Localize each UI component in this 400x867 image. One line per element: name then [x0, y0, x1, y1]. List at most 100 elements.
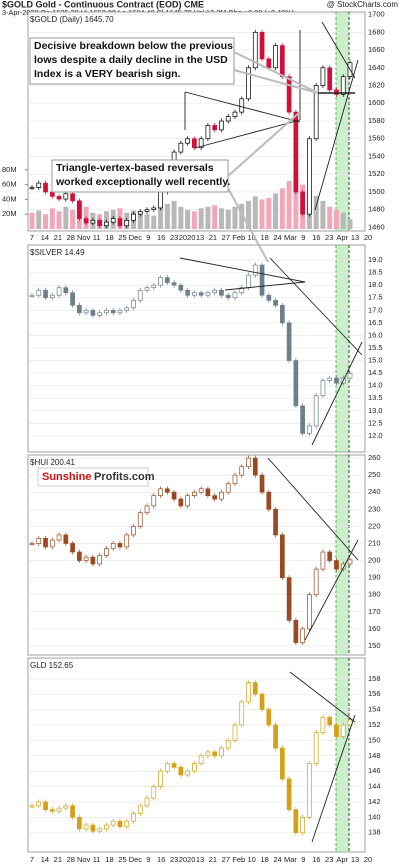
volume-bar	[63, 206, 69, 229]
candle-body	[36, 801, 42, 807]
x-tick-label: 27	[222, 233, 230, 242]
volume-bar	[70, 209, 76, 229]
volume-bar	[225, 209, 231, 229]
candle-body	[90, 824, 96, 832]
y-tick-label: 13.0	[368, 406, 383, 415]
annotation-arrow	[233, 51, 319, 94]
volume-bar	[333, 209, 339, 229]
candle-body	[49, 539, 55, 548]
candle-body	[252, 682, 258, 695]
x-tick-label: Feb	[232, 855, 245, 864]
candle-body	[313, 395, 319, 427]
y-tick-label: 17.0	[368, 305, 383, 314]
candle-body	[104, 548, 109, 556]
y-tick-label: 200	[368, 556, 381, 565]
volume-bar	[347, 219, 353, 229]
x-tick-label: 11	[93, 233, 101, 242]
candle-body	[124, 220, 130, 227]
x-tick-label: Apr	[336, 233, 348, 242]
x-tick-label: Nov	[77, 855, 91, 864]
candle-body	[124, 307, 130, 311]
candle-body	[43, 537, 48, 548]
y-tick-label: 15.5	[368, 343, 383, 352]
y-tick-label: 1700	[368, 10, 385, 19]
x-tick-label: 23	[170, 855, 178, 864]
candle-body	[320, 716, 326, 734]
candle-body	[300, 405, 305, 434]
x-tick-label: Nov	[77, 233, 91, 242]
x-tick-label: 11	[93, 855, 101, 864]
candle-body	[63, 805, 69, 809]
candle-body	[313, 85, 319, 140]
y-tick-label: 138	[368, 828, 381, 837]
x-tick-label: 10	[248, 233, 256, 242]
volume-bar	[212, 205, 218, 229]
candle-body	[340, 724, 346, 737]
legend: $HUI 200.41	[30, 458, 75, 467]
candle-body	[266, 491, 272, 510]
candle-body	[205, 488, 211, 496]
trend-line	[269, 257, 363, 356]
candle-body	[192, 491, 197, 496]
candle-body	[219, 120, 224, 131]
candle-body	[117, 309, 123, 314]
candle-body	[49, 809, 55, 812]
x-tick-label: Dec	[129, 233, 143, 242]
candle-body	[56, 196, 62, 200]
y-tick-label: 19.0	[368, 255, 383, 264]
y-tick-label: 17.5	[368, 293, 383, 302]
candle-body	[36, 182, 42, 188]
candle-body	[212, 125, 218, 131]
panel-frame	[27, 657, 366, 853]
candle-body	[327, 377, 333, 382]
volume-bar	[178, 206, 184, 229]
volume-bar	[286, 180, 292, 229]
candle-body	[293, 809, 299, 834]
y-tick-label: 14.0	[368, 381, 383, 390]
candle-body	[232, 724, 238, 741]
candle-body	[83, 824, 89, 830]
candle-body	[178, 766, 184, 776]
volume-bar	[29, 212, 35, 229]
volume-bar	[279, 188, 285, 229]
candle-body	[43, 801, 48, 811]
candle-body	[259, 31, 265, 60]
candle-body	[273, 299, 278, 306]
volume-bar	[164, 203, 170, 229]
candle-body	[205, 751, 211, 757]
candle-body	[29, 543, 35, 546]
y-tick-label: 140	[368, 812, 381, 821]
volume-bar	[232, 206, 238, 229]
candle-body	[97, 312, 103, 316]
volume-bar	[205, 206, 211, 229]
candle-body	[185, 289, 190, 296]
volume-bar	[327, 206, 333, 229]
volume-tick-label: 60M	[2, 180, 17, 189]
y-tick-label: 1560	[368, 134, 385, 143]
candle-body	[320, 67, 326, 86]
highlight-zone	[336, 12, 349, 231]
watermark: Sunshine	[42, 471, 92, 483]
trend-line	[311, 714, 356, 843]
candle-body	[219, 491, 224, 500]
candle-body	[286, 76, 292, 113]
panel-frame	[27, 244, 366, 453]
candle-body	[97, 828, 103, 832]
candle-body	[293, 111, 299, 193]
candle-body	[327, 67, 333, 91]
candle-body	[77, 200, 82, 219]
candle-body	[77, 817, 82, 830]
y-tick-label: 1480	[368, 205, 385, 214]
annotation-text: lows despite a daily decline in the USD	[34, 54, 228, 66]
volume-bar	[313, 195, 319, 229]
plot	[28, 245, 365, 452]
x-tick-label: 16	[312, 855, 320, 864]
x-tick-label: 13	[351, 233, 359, 242]
x-tick-label: Mar	[284, 233, 297, 242]
x-tick-label: 9	[301, 233, 305, 242]
candle-body	[225, 294, 231, 299]
candle-body	[56, 287, 62, 296]
candle-body	[110, 309, 116, 314]
y-tick-label: 16.5	[368, 318, 383, 327]
candle-body	[90, 556, 96, 565]
